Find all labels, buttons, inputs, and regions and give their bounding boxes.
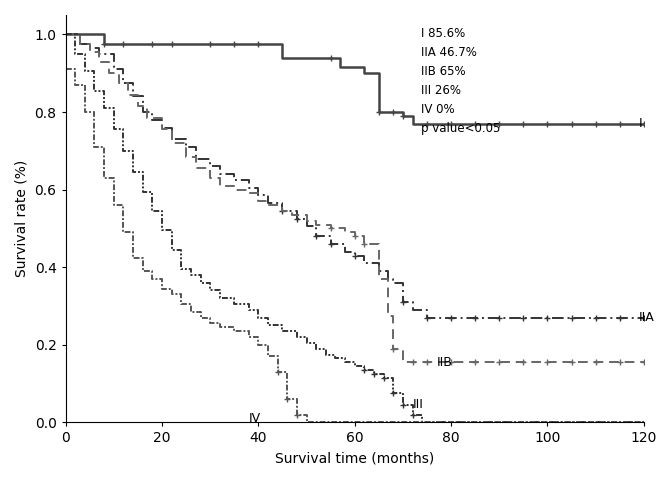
Text: III: III: [413, 398, 423, 411]
Text: IV: IV: [249, 412, 261, 425]
Text: I: I: [639, 117, 642, 130]
Text: IIB: IIB: [437, 356, 452, 369]
X-axis label: Survival time (months): Survival time (months): [275, 451, 434, 465]
Text: I 85.6%
IIA 46.7%
IIB 65%
III 26%
IV 0%
p value<0.05: I 85.6% IIA 46.7% IIB 65% III 26% IV 0% …: [421, 27, 501, 135]
Text: IIA: IIA: [639, 311, 655, 324]
Y-axis label: Survival rate (%): Survival rate (%): [15, 160, 29, 277]
